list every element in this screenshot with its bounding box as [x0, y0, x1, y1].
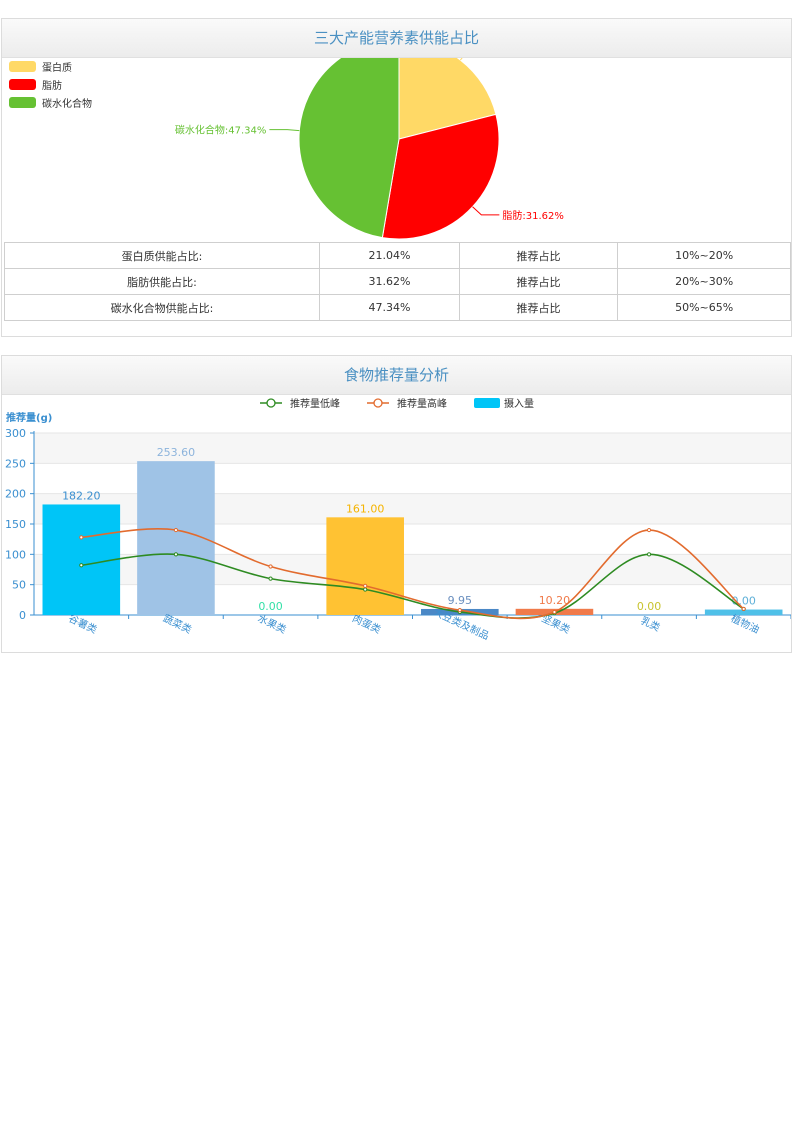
bar-value-label-5: 10.20: [539, 594, 571, 607]
grid-band: [34, 433, 791, 464]
energy-ratio-table: 蛋白质供能占比: 21.04% 推荐占比 10%~20% 脂肪供能占比: 31.…: [3, 242, 791, 321]
energy-ratio-title: 三大产能营养素供能占比: [2, 19, 791, 58]
line-point-1-2: [268, 564, 273, 569]
line-point-1-6: [646, 527, 652, 533]
y-axis-title: 推荐量(g): [6, 411, 52, 424]
line-point-0-0: [79, 563, 84, 568]
y-tick-label: 150: [5, 518, 26, 531]
legend-label-0: 推荐量低峰: [290, 397, 340, 410]
line-point-1-1: [173, 527, 179, 533]
bar-0: [42, 504, 121, 615]
table-cell: 31.62%: [319, 268, 460, 295]
food-analysis-panel: 食物推荐量分析 0 50 100 150 200 250 300 推荐量(g) 182.20 25…: [1, 355, 792, 653]
y-tick-label: 100: [5, 548, 26, 561]
table-cell: 蛋白质供能占比:: [3, 242, 321, 269]
y-tick-label: 0: [19, 609, 26, 622]
pie-legend-swatch-2: [9, 97, 36, 108]
table-row: 蛋白质供能占比: 21.04% 推荐占比 10%~20%: [3, 242, 791, 269]
table-cell: 50%~65%: [617, 294, 791, 321]
bar-value-label-0: 182.20: [62, 489, 101, 502]
line-point-0-2: [268, 576, 273, 581]
table-cell: 47.34%: [319, 294, 460, 321]
legend-marker-0: [266, 398, 276, 408]
energy-pie-chart: 蛋白质:21.04%脂肪:31.62%碳水化合物:47.34%蛋白质脂肪碳水化合…: [9, 58, 564, 240]
pie-leader-line-0: [459, 58, 463, 61]
pie-label-2: 碳水化合物:47.34%: [175, 124, 267, 137]
line-point-0-6: [646, 552, 652, 557]
legend-label-1: 推荐量高峰: [397, 397, 447, 410]
food-analysis-chart: 0 50 100 150 200 250 300 推荐量(g) 182.20 253.60 0.00…: [5, 397, 791, 642]
x-tick-label-6: 乳类: [639, 614, 663, 634]
table-row: 碳水化合物供能占比: 47.34% 推荐占比 50%~65%: [3, 294, 791, 321]
bar-value-label-1: 253.60: [157, 446, 196, 459]
bar-value-label-2: 0.00: [258, 600, 283, 613]
line-point-0-3: [363, 587, 368, 592]
table-cell: 推荐占比: [458, 268, 619, 295]
line-point-1-3: [363, 583, 368, 588]
pie-label-1: 脂肪:31.62%: [502, 209, 563, 222]
pie-leader-line-2: [269, 129, 300, 132]
table-row: 脂肪供能占比: 31.62% 推荐占比 20%~30%: [3, 268, 791, 295]
legend-label-2: 摄入量: [504, 397, 534, 410]
line-point-0-1: [173, 552, 179, 557]
bar-value-label-3: 161.00: [346, 502, 385, 515]
table-cell: 脂肪供能占比:: [3, 268, 321, 295]
pie-legend-swatch-0: [9, 61, 36, 72]
table-cell: 碳水化合物供能占比:: [3, 294, 321, 321]
table-cell: 10%~20%: [617, 242, 791, 269]
y-tick-label: 300: [5, 427, 26, 440]
legend-swatch-2: [474, 398, 500, 408]
pie-leader-line-1: [472, 206, 500, 216]
bar-value-label-4: 9.95: [448, 594, 473, 607]
pie-slice-2: [298, 58, 400, 239]
pie-legend-label-0: 蛋白质: [42, 61, 72, 74]
energy-ratio-panel: 三大产能营养素供能占比 蛋白质:21.04%脂肪:31.62%碳水化合物:47.…: [1, 18, 792, 337]
pie-legend-swatch-1: [9, 79, 36, 90]
y-tick-label: 200: [5, 488, 26, 501]
bar-value-label-6: 0.00: [637, 600, 662, 613]
legend-marker-1: [373, 398, 383, 408]
line-series-0: [81, 553, 745, 619]
food-analysis-title: 食物推荐量分析: [2, 356, 791, 395]
bar-3: [326, 517, 404, 615]
table-cell: 推荐占比: [458, 294, 619, 321]
line-point-1-5: [552, 609, 557, 615]
table-cell: 21.04%: [319, 242, 460, 269]
table-cell: 20%~30%: [617, 268, 791, 295]
y-tick-label: 250: [5, 457, 26, 470]
bar-7: [704, 609, 783, 615]
table-cell: 推荐占比: [458, 242, 619, 269]
line-point-1-4: [457, 608, 462, 613]
y-tick-label: 50: [12, 579, 26, 592]
line-point-1-0: [79, 535, 84, 540]
line-point-1-7: [741, 606, 746, 612]
pie-legend-label-1: 脂肪: [42, 79, 62, 92]
pie-legend-label-2: 碳水化合物: [42, 97, 92, 110]
